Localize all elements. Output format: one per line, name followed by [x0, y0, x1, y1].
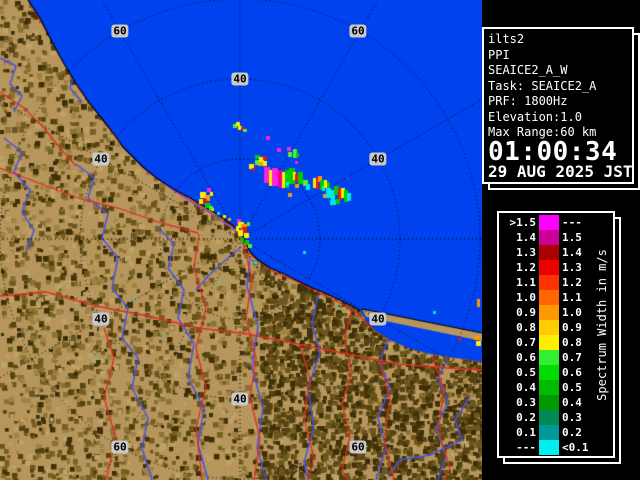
legend-color-swatch — [539, 440, 559, 455]
legend-lower-bound: 1.1 — [516, 276, 536, 289]
legend-color-swatch — [539, 395, 559, 410]
clock-date: 29 AUG 2025 JST — [488, 161, 633, 181]
info-line-6: Max Range:60 km — [488, 125, 597, 139]
range-ring-label-60km: 60 — [349, 24, 367, 38]
legend-color-swatch — [539, 305, 559, 320]
legend-upper-bound: 0.3 — [562, 411, 582, 424]
range-ring-label-40km: 40 — [92, 152, 110, 166]
legend-lower-bound: 1.3 — [516, 246, 536, 259]
legend-color-swatch — [539, 320, 559, 335]
legend-lower-bound: 0.2 — [516, 411, 536, 424]
legend-color-swatch — [539, 410, 559, 425]
legend-row-2: 1.3 1.4 — [506, 245, 613, 260]
legend-color-swatch — [539, 245, 559, 260]
range-ring-label-40km: 40 — [369, 152, 387, 166]
radar-info-panel: ilts2 PPI SEAICE2_A_W Task: SEAICE2_A PRF: 1… — [482, 27, 634, 184]
info-line-3: Task: SEAICE2_A — [488, 78, 597, 93]
range-ring-label-60km: 60 — [349, 440, 367, 454]
info-line-0: ilts2 — [488, 32, 525, 46]
color-scale-legend: >1.5 --- 1.4 1.5 1.3 1.4 1.2 1.3 1.1 1.2 1.0 1.1 0.9… — [497, 211, 615, 458]
legend-lower-bound: 1.0 — [516, 291, 536, 304]
radar-info-lines: ilts2 PPI SEAICE2_A_W Task: SEAICE2_A PRF: 1… — [488, 32, 628, 141]
info-line-2: SEAICE2_A_W — [488, 63, 568, 77]
legend-lower-bound: 1.2 — [516, 261, 536, 274]
legend-color-swatch — [539, 290, 559, 305]
range-ring-label-40km: 40 — [369, 312, 387, 326]
legend-upper-bound: --- — [562, 216, 582, 229]
legend-row-3: 1.2 1.3 — [506, 260, 613, 275]
legend-row-9: 0.6 0.7 — [506, 350, 613, 365]
legend-lower-bound: 0.1 — [516, 426, 536, 439]
legend-color-swatch — [539, 380, 559, 395]
legend-upper-bound: 1.5 — [562, 231, 582, 244]
legend-title: Spectrum Width in m/s — [595, 248, 609, 401]
legend-upper-bound: 0.5 — [562, 381, 582, 394]
radar-map-view: 40 40 40 40 40 40 60 60 60 60 — [0, 0, 482, 480]
legend-row-15: --- <0.1 — [506, 440, 613, 455]
range-ring-label-40km: 40 — [231, 392, 249, 406]
legend-upper-bound: 1.1 — [562, 291, 582, 304]
legend-row-0: >1.5 --- — [506, 215, 613, 230]
legend-row-1: 1.4 1.5 — [506, 230, 613, 245]
legend-color-swatch — [539, 230, 559, 245]
legend-lower-bound: 0.3 — [516, 396, 536, 409]
legend-color-swatch — [539, 425, 559, 440]
legend-upper-bound: 1.3 — [562, 261, 582, 274]
legend-lower-bound: 0.4 — [516, 381, 536, 394]
legend-row-11: 0.4 0.5 — [506, 380, 613, 395]
range-ring-label-40km: 40 — [92, 312, 110, 326]
legend-color-swatch — [539, 275, 559, 290]
legend-upper-bound: 0.9 — [562, 321, 582, 334]
legend-upper-bound: 0.2 — [562, 426, 582, 439]
legend-upper-bound: 1.0 — [562, 306, 582, 319]
clock-time: 01:00:34 — [488, 136, 618, 167]
legend-color-swatch — [539, 215, 559, 230]
legend-upper-bound: 0.6 — [562, 366, 582, 379]
legend-row-6: 0.9 1.0 — [506, 305, 613, 320]
legend-row-7: 0.8 0.9 — [506, 320, 613, 335]
legend-lower-bound: --- — [516, 441, 536, 454]
legend-row-4: 1.1 1.2 — [506, 275, 613, 290]
legend-color-swatch — [539, 365, 559, 380]
legend-lower-bound: 0.5 — [516, 366, 536, 379]
legend-row-13: 0.2 0.3 — [506, 410, 613, 425]
legend-row-8: 0.7 0.8 — [506, 335, 613, 350]
legend-color-swatch — [539, 335, 559, 350]
legend-row-12: 0.3 0.4 — [506, 395, 613, 410]
range-ring-label-60km: 60 — [111, 24, 129, 38]
info-line-4: PRF: 1800Hz — [488, 94, 568, 108]
range-ring-label-60km: 60 — [111, 440, 129, 454]
info-line-5: Elevation:1.0 — [488, 109, 582, 124]
legend-upper-bound: 0.4 — [562, 396, 582, 409]
legend-row-5: 1.0 1.1 — [506, 290, 613, 305]
legend-upper-bound: 0.8 — [562, 336, 582, 349]
legend-upper-bound: 1.4 — [562, 246, 582, 259]
legend-rows: >1.5 --- 1.4 1.5 1.3 1.4 1.2 1.3 1.1 1.2 1.0 1.1 0.9… — [499, 215, 613, 455]
legend-color-swatch — [539, 260, 559, 275]
legend-lower-bound: >1.5 — [509, 216, 537, 229]
legend-upper-bound: 1.2 — [562, 276, 582, 289]
legend-lower-bound: 0.9 — [516, 306, 536, 319]
range-ring-label-40km: 40 — [231, 72, 249, 86]
legend-upper-bound: <0.1 — [562, 441, 589, 454]
legend-lower-bound: 0.6 — [516, 351, 536, 364]
legend-color-swatch — [539, 350, 559, 365]
legend-lower-bound: 0.8 — [516, 321, 536, 334]
legend-row-10: 0.5 0.6 — [506, 365, 613, 380]
legend-lower-bound: 0.7 — [516, 336, 536, 349]
legend-row-14: 0.1 0.2 — [506, 425, 613, 440]
legend-upper-bound: 0.7 — [562, 351, 582, 364]
legend-lower-bound: 1.4 — [516, 231, 536, 244]
info-line-1: PPI — [488, 47, 510, 62]
